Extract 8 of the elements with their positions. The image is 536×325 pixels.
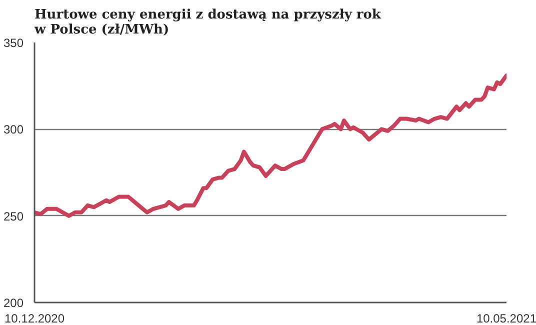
y-tick-label: 250 bbox=[3, 209, 24, 224]
y-tick-label: 350 bbox=[3, 36, 24, 50]
line-series bbox=[34, 73, 506, 218]
chart-title: Hurtowe ceny energii z dostawą na przyszły rok w Polsce (zł/MWh) bbox=[34, 8, 382, 38]
y-tick-label: 200 bbox=[3, 296, 24, 310]
x-tick-label: 10.05.2021 bbox=[476, 312, 536, 325]
x-tick-label: 10.12.2020 bbox=[4, 312, 65, 325]
y-tick-label: 300 bbox=[3, 122, 24, 137]
